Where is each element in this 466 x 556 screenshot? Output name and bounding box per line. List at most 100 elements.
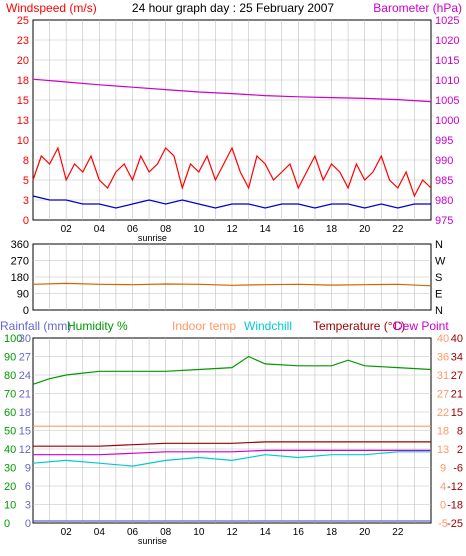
panel-2-left-tick: 360 xyxy=(11,239,29,251)
panel-3-indoor-tick: 22 xyxy=(437,407,449,419)
panel-1-right-tick: 1025 xyxy=(435,15,459,27)
panel-2-right-tick: E xyxy=(435,289,442,301)
panel-3-humidity-tick: 20 xyxy=(4,481,16,493)
panel-3-humidity-tick: 60 xyxy=(4,407,16,419)
panel-3-indoor-tick: 31 xyxy=(437,370,449,382)
panel-1-time-tick: 22 xyxy=(392,224,404,235)
panel-3-humidity-tick: 10 xyxy=(4,500,16,512)
humidity-line xyxy=(32,355,432,385)
panel-1-right-tick: 1015 xyxy=(435,55,459,67)
panel-3-indoor-tick: 27 xyxy=(437,389,449,401)
panel-3-indoor-tick: 13 xyxy=(437,444,449,456)
panel-3-time-tick: 14 xyxy=(260,527,272,538)
panel-1-left-tick: 10 xyxy=(17,135,29,147)
panel-3-temp-tick: 2 xyxy=(457,444,463,456)
panel-1-time-tick: 02 xyxy=(61,224,73,235)
temperature-line xyxy=(33,441,431,447)
panel-1-time-tick: 18 xyxy=(326,224,338,235)
panel-1-left-tick: 18 xyxy=(17,75,29,87)
panel-1-left-tick: 8 xyxy=(23,155,29,167)
panel-1-time-tick: 14 xyxy=(260,224,272,235)
panel-3-time-tick: 12 xyxy=(226,527,238,538)
panel-3-humidity-tick: 70 xyxy=(4,389,16,401)
panel-1-left-tick: 3 xyxy=(23,195,29,207)
panel-3-temp-tick: -18 xyxy=(447,500,463,512)
windspeed-line xyxy=(32,146,432,198)
panel-3-indoor-tick: -5 xyxy=(438,518,448,530)
panel-1-right-tick: 1010 xyxy=(435,75,459,87)
windchill-label: Windchill xyxy=(244,319,292,333)
panel-3-rain-tick: 15 xyxy=(19,426,31,438)
panel-3-temp-tick: 27 xyxy=(451,370,463,382)
panel-2-right-tick: S xyxy=(435,272,442,284)
rainfall-axis-label: Rainfall (mm) xyxy=(0,319,71,333)
panel-2-left-tick: 90 xyxy=(17,289,29,301)
panel-1-right-tick: 980 xyxy=(435,195,453,207)
panel-2-left-tick: 180 xyxy=(11,272,29,284)
panel-3-rain-tick: 6 xyxy=(25,481,31,493)
panel-1-right-tick: 1005 xyxy=(435,95,459,107)
barometer-line xyxy=(32,78,432,103)
panel-3-humidity-tick: 90 xyxy=(4,352,16,364)
panel-3-time-tick: 04 xyxy=(94,527,106,538)
panel-3-rain-tick: 21 xyxy=(19,389,31,401)
panel-1-time-tick: 20 xyxy=(359,224,371,235)
panel-3-temp-tick: 21 xyxy=(451,389,463,401)
panel-1-time-tick: 12 xyxy=(226,224,238,235)
panel-1-right-tick: 1000 xyxy=(435,115,459,127)
panel-3-rain-tick: 24 xyxy=(19,370,31,382)
panel-3-time-tick: 16 xyxy=(293,527,305,538)
panel-3-rain-tick: 3 xyxy=(25,500,31,512)
panel-3-temp-tick: 40 xyxy=(451,333,463,345)
indoor-temp-label: Indoor temp xyxy=(172,319,236,333)
panel-2-left-tick: 0 xyxy=(23,305,29,317)
humidity-axis-label: Humidity % xyxy=(67,319,128,333)
panel-3-indoor-tick: 0 xyxy=(440,500,446,512)
panel-1-sunrise-label: sunrise xyxy=(138,233,167,243)
chart-title: 24 hour graph day : 25 February 2007 xyxy=(132,1,334,15)
windspeed-axis-label: Windspeed (m/s) xyxy=(6,1,97,15)
panel-1-left-tick: 5 xyxy=(23,175,29,187)
panel-1-left-tick: 15 xyxy=(17,95,29,107)
panel-3-time-tick: 08 xyxy=(160,527,172,538)
panel-2-left-tick: 270 xyxy=(11,256,29,268)
panel-3-temp-tick: -6 xyxy=(453,463,463,475)
panel-3-temp-tick: -12 xyxy=(447,481,463,493)
panel-3-time-tick: 22 xyxy=(392,527,404,538)
panel-1-right-tick: 985 xyxy=(435,175,453,187)
panel-1-left-tick: 23 xyxy=(17,35,29,47)
panel-1-time-tick: 08 xyxy=(160,224,172,235)
panel-2-right-tick: N xyxy=(435,305,443,317)
panel-3-indoor-tick: 18 xyxy=(437,426,449,438)
panel-3-rain-tick: 9 xyxy=(25,463,31,475)
panel-2-right-tick: W xyxy=(435,256,446,268)
panel-3-time-tick: 02 xyxy=(61,527,73,538)
panel-3-time-tick: 20 xyxy=(359,527,371,538)
panel-3-humidity-tick: 100 xyxy=(4,333,22,345)
wind-direction-line xyxy=(32,282,432,287)
panel-1-time-tick: 04 xyxy=(94,224,106,235)
panel-3-indoor-tick: 9 xyxy=(440,463,446,475)
panel-3-time-tick: 06 xyxy=(127,527,139,538)
panel-3-rain-tick: 30 xyxy=(19,333,31,345)
panel-3-rain-tick: 12 xyxy=(19,444,31,456)
barometer-axis-label: Barometer (hPa) xyxy=(373,1,462,15)
panel-3-rain-tick: 18 xyxy=(19,407,31,419)
temperature-axis-label: Temperature (°C) xyxy=(313,319,405,333)
panel-3-humidity-tick: 80 xyxy=(4,370,16,382)
panel-1-time-tick: 06 xyxy=(127,224,139,235)
panel-3-temp-tick: -25 xyxy=(447,518,463,530)
panel-3-temp-tick: 8 xyxy=(457,426,463,438)
panel-1-right-tick: 990 xyxy=(435,155,453,167)
panel-1-left-tick: 0 xyxy=(23,215,29,227)
dewpoint-label: Dew Point xyxy=(394,319,449,333)
panel-3-rain-tick: 27 xyxy=(19,352,31,364)
panel-3-humidity-tick: 50 xyxy=(4,426,16,438)
panel-3-temp-tick: 34 xyxy=(451,352,463,364)
panel-3-indoor-tick: 36 xyxy=(437,352,449,364)
panel-3-humidity-tick: 0 xyxy=(4,518,10,530)
panel-3-temp-tick: 15 xyxy=(451,407,463,419)
dewpoint-line xyxy=(33,449,431,456)
